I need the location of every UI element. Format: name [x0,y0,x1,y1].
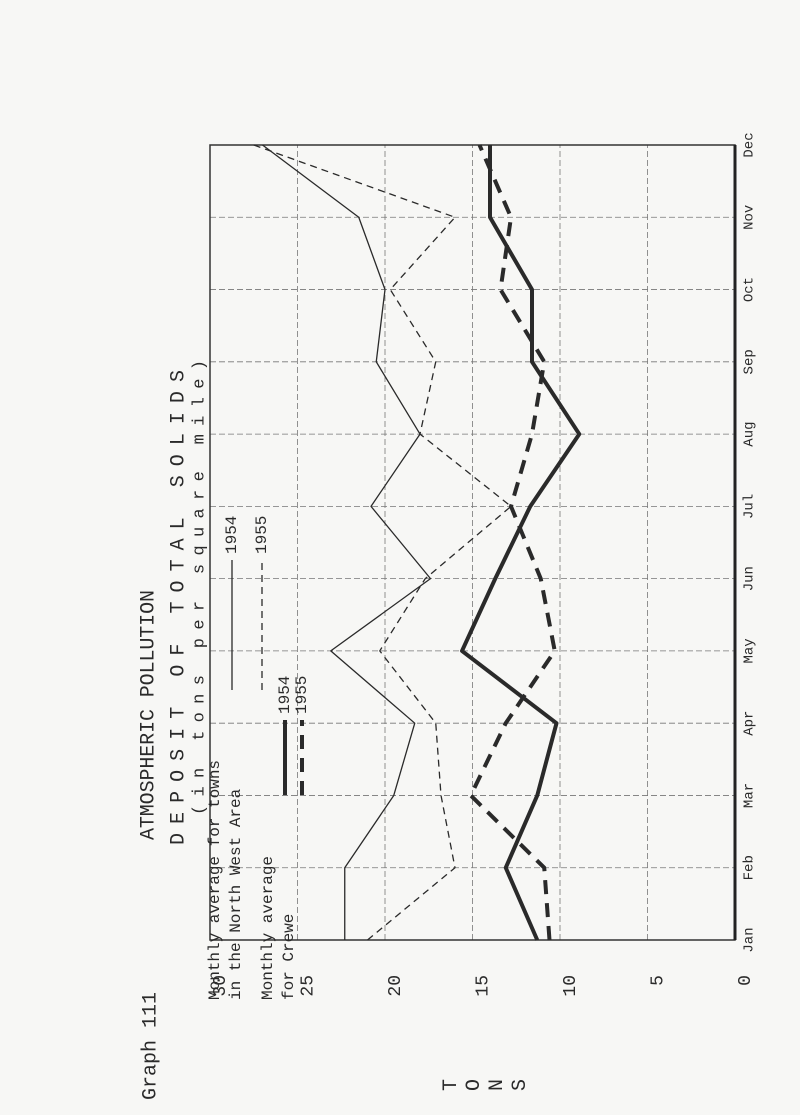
legend-label: 1954 [276,676,294,714]
x-tick-label: Feb [742,855,758,880]
legend-label: 1955 [253,516,271,554]
legend-label: 1955 [293,676,311,714]
series-line [262,144,432,940]
series-line [253,144,512,941]
x-tick-label: Apr [742,711,758,736]
y-tick-label: 30 [211,975,231,997]
x-tick-label: Jun [742,566,758,591]
legend-title: Monthly average for towns [206,760,224,1000]
graph-heading: Graph 111 [139,992,162,1100]
units-note: (in tons per square mile) [190,360,209,815]
series-line [460,145,582,941]
x-tick-label: Jul [742,494,758,519]
series-line [468,144,557,941]
legend-title: Monthly average [259,856,277,1000]
legend-title: for Crewe [280,914,298,1000]
y-tick-label: 5 [648,975,668,986]
y-tick-label: 10 [561,975,581,997]
chart-title: ATMOSPHERIC POLLUTION [137,590,160,840]
x-tick-label: Nov [742,205,758,230]
rotated-chart: Graph 111 ATMOSPHERIC POLLUTION DEPOSIT … [137,132,757,1100]
x-tick-label: Dec [742,132,758,157]
x-tick-label: Aug [742,421,758,446]
x-tick-label: Mar [742,783,758,808]
legend-label: 1954 [223,516,241,554]
y-tick-label: 25 [298,975,318,997]
y-axis-label: TONS [440,1074,532,1097]
x-tick-label: Sep [742,349,758,374]
legend-title: in the North West Area [227,788,245,1000]
x-tick-label: Jan [742,927,758,952]
y-tick-label: 20 [386,975,406,997]
x-tick-label: May [742,638,758,663]
x-tick-label: Oct [742,277,758,302]
y-tick-label: 15 [473,975,493,997]
chart-subtitle: DEPOSIT OF TOTAL SOLIDS [167,370,190,845]
y-tick-label: 0 [736,975,756,986]
